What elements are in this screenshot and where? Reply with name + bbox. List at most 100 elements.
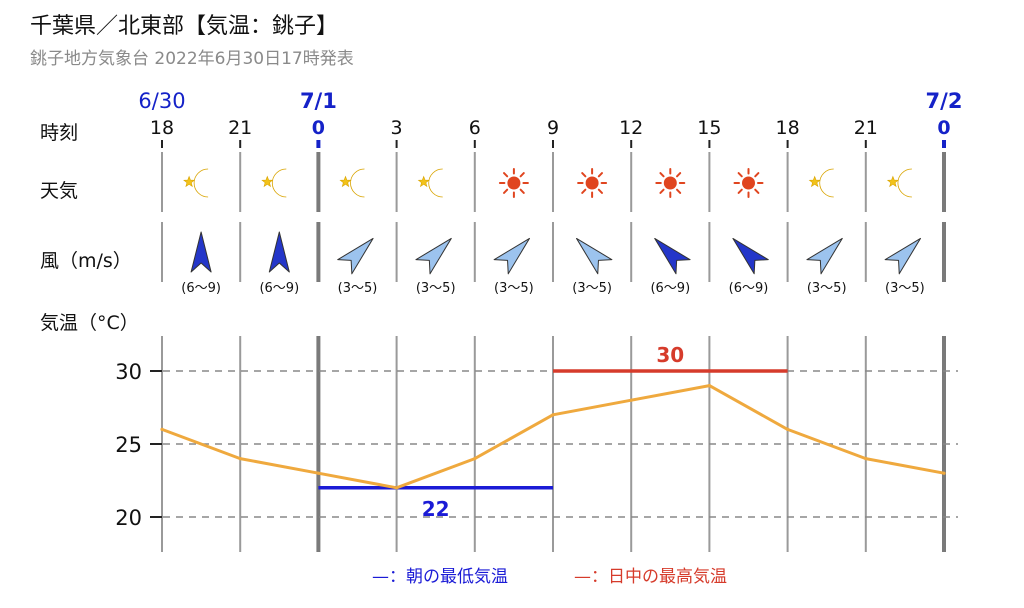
wind-range-label: (3〜5)	[885, 281, 925, 296]
wind-range-label: (6〜9)	[259, 281, 299, 296]
min-temp-label: 22	[422, 497, 450, 521]
sun-ray	[597, 188, 603, 194]
sun-icon	[585, 176, 599, 190]
date-label: 6/30	[138, 89, 185, 113]
wind-arrow-icon	[268, 231, 290, 273]
star-icon	[886, 175, 899, 188]
sun-ray	[659, 188, 665, 194]
wind-arrow-shape	[190, 231, 212, 273]
moon-icon	[350, 168, 365, 198]
sun-ray	[597, 172, 603, 178]
temp-point	[395, 486, 399, 490]
sun-ray	[503, 188, 509, 194]
wind-range-label: (6〜9)	[650, 281, 690, 296]
moon-icon	[193, 168, 209, 198]
wind-range-label: (3〜5)	[416, 281, 456, 296]
wind-arrow-icon	[576, 237, 613, 275]
wind-arrow-icon	[732, 237, 769, 275]
wind-arrow-shape	[654, 237, 691, 275]
sun-ray	[519, 172, 525, 178]
max-temp-label: 30	[656, 343, 684, 367]
wind-arrow-icon	[337, 237, 374, 275]
legend-min: —：朝の最低気温	[372, 567, 508, 587]
wind-range-label: (3〜5)	[807, 281, 847, 296]
temp-point	[160, 427, 164, 431]
sun-ray	[754, 188, 760, 194]
star-icon	[183, 175, 196, 188]
sun-ray	[519, 188, 525, 194]
moon-icon	[819, 168, 834, 198]
star-icon	[261, 175, 274, 188]
wind-range-label: (3〜5)	[572, 281, 612, 296]
wind-range-label: (3〜5)	[494, 281, 534, 296]
hour-label: 3	[391, 117, 403, 139]
wind-arrow-shape	[337, 237, 374, 275]
temp-point	[316, 471, 320, 475]
y-tick-label: 30	[115, 360, 142, 384]
time-row-label: 時刻	[40, 122, 79, 144]
wind-row-label: 風（m/s）	[40, 250, 132, 272]
temp-point	[551, 413, 555, 417]
wind-arrow-icon	[884, 237, 921, 275]
wind-arrow-shape	[576, 237, 613, 275]
temp-point	[786, 427, 790, 431]
wind-arrow-shape	[806, 237, 843, 275]
sun-ray	[659, 172, 665, 178]
wind-arrow-icon	[654, 237, 691, 275]
y-tick-label: 25	[115, 433, 142, 457]
temp-point	[942, 471, 946, 475]
date-label: 7/1	[300, 89, 337, 113]
moon-icon	[428, 168, 443, 198]
wind-arrow-shape	[415, 237, 452, 275]
sun-ray	[581, 172, 587, 178]
temp-point	[473, 457, 477, 461]
temp-point	[629, 398, 633, 402]
hour-label: 18	[776, 117, 800, 139]
wind-range-label: (3〜5)	[338, 281, 378, 296]
moon-icon	[271, 168, 287, 198]
wind-range-label: (6〜9)	[729, 281, 769, 296]
wind-arrow-icon	[806, 237, 843, 275]
sun-ray	[676, 188, 682, 194]
wind-arrow-shape	[268, 231, 290, 273]
wind-arrow-icon	[493, 237, 530, 275]
hour-label: 18	[150, 117, 174, 139]
hour-label: 0	[312, 117, 325, 139]
sun-ray	[581, 188, 587, 194]
hour-label: 0	[937, 117, 950, 139]
date-label: 7/2	[926, 89, 963, 113]
sun-ray	[737, 172, 743, 178]
weather-row-label: 天気	[40, 180, 79, 202]
wind-arrow-icon	[415, 237, 452, 275]
temp-row-label: 気温（°C）	[40, 312, 139, 334]
sun-icon	[507, 176, 521, 190]
temp-point	[864, 457, 868, 461]
star-icon	[339, 175, 352, 188]
wind-arrow-shape	[493, 237, 530, 275]
wind-arrow-shape	[732, 237, 769, 275]
sun-icon	[742, 176, 755, 190]
hour-label: 9	[547, 117, 559, 139]
star-icon	[808, 175, 821, 188]
sun-ray	[503, 172, 509, 178]
sun-icon	[663, 176, 677, 190]
temp-point	[707, 384, 712, 388]
wind-arrow-shape	[884, 237, 921, 275]
legend-max: —：日中の最高気温	[574, 567, 727, 587]
moon-icon	[897, 168, 912, 198]
temp-point	[238, 457, 242, 461]
wind-range-label: (6〜9)	[181, 281, 221, 296]
page-subtitle: 銚子地方気象台 2022年6月30日17時発表	[30, 49, 354, 69]
y-tick-label: 20	[115, 506, 142, 530]
page-title: 千葉県／北東部【気温：銚子】	[30, 14, 339, 39]
hour-label: 21	[228, 117, 252, 139]
sun-ray	[676, 172, 682, 178]
wind-arrow-icon	[190, 231, 212, 273]
star-icon	[417, 175, 430, 188]
hour-label: 21	[854, 117, 878, 139]
hour-label: 15	[697, 117, 721, 139]
hour-label: 6	[469, 117, 481, 139]
sun-ray	[754, 172, 760, 178]
hour-label: 12	[619, 117, 643, 139]
